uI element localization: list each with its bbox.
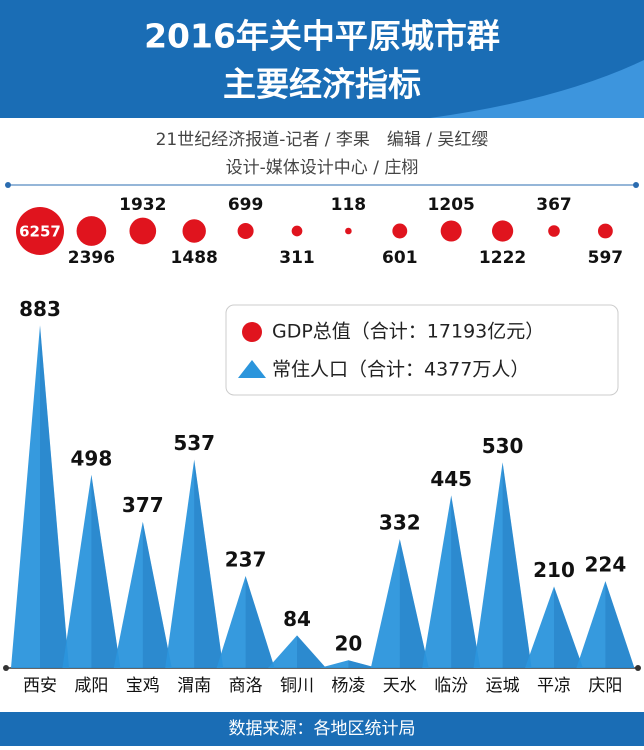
gdp-bubble (548, 225, 560, 237)
triangle-shade (297, 635, 326, 668)
population-triangle (576, 581, 635, 668)
triangle-shade (91, 474, 121, 668)
gdp-bubble (76, 216, 107, 246)
triangle-shade (554, 586, 583, 668)
category-label: 庆阳 (588, 676, 622, 696)
gdp-label: 601 (382, 248, 418, 268)
category-label: 杨凌 (331, 676, 365, 696)
population-label: 377 (122, 493, 164, 517)
population-triangle (216, 576, 275, 668)
population-triangle (473, 462, 532, 668)
gdp-label: 311 (279, 248, 315, 268)
population-triangle (62, 474, 121, 668)
category-label: 宝鸡 (126, 676, 160, 696)
source: 数据来源：各地区统计局 (229, 719, 416, 739)
baseline-dot (635, 665, 641, 671)
footer-band (0, 712, 644, 746)
gdp-bubble (291, 225, 303, 237)
legend-marker (242, 322, 262, 342)
header-swoosh (430, 60, 644, 118)
population-label: 210 (533, 558, 575, 582)
gdp-bubble (129, 217, 157, 245)
subtitle: 设计-媒体设计中心 / 庄栩 (226, 158, 419, 178)
gdp-bubble (392, 223, 408, 239)
category-label: 平凉 (537, 676, 571, 696)
baseline-dot (3, 665, 9, 671)
population-label: 530 (482, 434, 524, 458)
category-label: 咸阳 (74, 676, 108, 696)
gdp-bubble (491, 220, 514, 242)
population-label: 20 (334, 632, 362, 656)
subtitle: 21世纪经济报道-记者 / 李果 编辑 / 吴红缨 (156, 130, 489, 150)
population-label: 332 (379, 511, 421, 535)
triangle-shade (399, 539, 429, 668)
triangle-shade (502, 462, 532, 668)
triangle-shade (245, 576, 275, 668)
triangle-shade (605, 581, 635, 668)
gdp-label: 118 (331, 195, 367, 215)
gdp-label: 2396 (68, 248, 115, 268)
gdp-label: 1222 (479, 248, 526, 268)
triangle-shade (40, 325, 69, 668)
triangle-shade (348, 660, 378, 668)
population-label: 883 (19, 297, 61, 321)
category-label: 铜川 (280, 676, 314, 696)
population-triangle (113, 521, 172, 668)
gdp-bubble (345, 227, 352, 235)
gdp-label: 699 (228, 195, 264, 215)
category-label: 天水 (383, 676, 417, 696)
population-label: 537 (173, 431, 215, 455)
category-label: 渭南 (177, 676, 211, 696)
category-label: 运城 (486, 676, 520, 696)
population-label: 445 (430, 467, 472, 491)
gdp-bubble (440, 220, 462, 242)
divider-dot (5, 182, 11, 188)
population-triangle (11, 325, 69, 668)
legend-label: GDP总值（合计：17193亿元） (272, 321, 544, 343)
category-label: 西安 (23, 676, 57, 696)
population-triangle (422, 495, 481, 668)
triangle-shade (142, 521, 172, 668)
legend-box (225, 304, 619, 396)
gdp-bubble (597, 223, 613, 239)
gdp-label: 1488 (171, 248, 218, 268)
title: 2016年关中平原城市群 (144, 17, 500, 56)
population-label: 224 (585, 553, 627, 577)
category-label: 临汾 (434, 676, 468, 696)
gdp-label: 6257 (19, 223, 61, 241)
population-label: 237 (225, 548, 267, 572)
triangle-shade (451, 495, 481, 668)
population-label: 84 (283, 607, 311, 631)
population-triangle (370, 539, 429, 668)
population-triangle (165, 459, 224, 668)
gdp-label: 367 (536, 195, 572, 215)
population-triangle (525, 586, 583, 668)
legend-label: 常住人口（合计：4377万人） (272, 359, 529, 381)
gdp-bubble (16, 207, 64, 255)
legend-marker (238, 360, 266, 378)
population-label: 498 (71, 446, 113, 470)
gdp-label: 1205 (428, 195, 475, 215)
population-triangle (268, 635, 326, 668)
category-label: 商洛 (229, 676, 263, 696)
gdp-label: 1932 (119, 195, 166, 215)
gdp-label: 597 (588, 248, 624, 268)
gdp-bubble (182, 219, 206, 243)
population-triangle (319, 660, 378, 668)
triangle-shade (194, 459, 224, 668)
title: 主要经济指标 (223, 65, 421, 104)
divider-dot (633, 182, 639, 188)
gdp-bubble (237, 222, 254, 240)
